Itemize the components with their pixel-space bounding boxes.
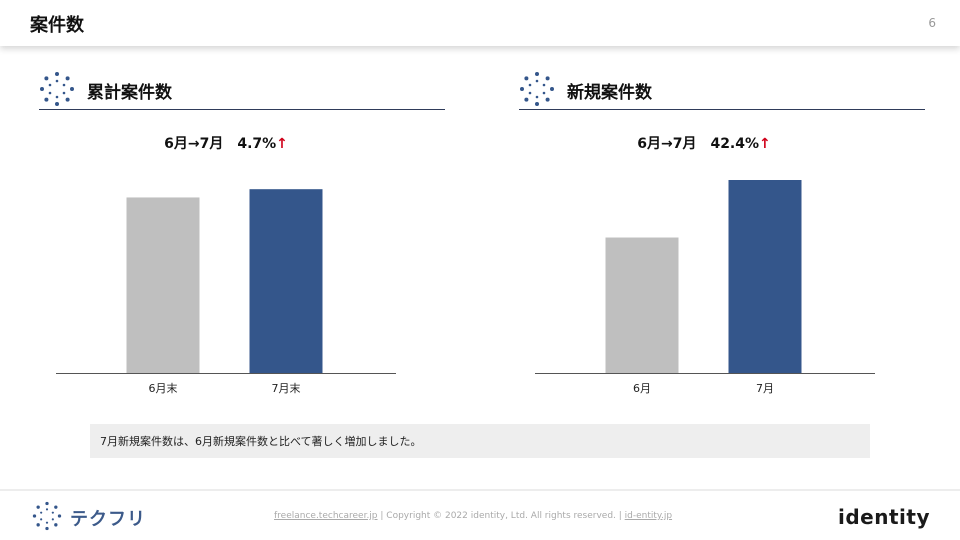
- identity-logo: identity: [838, 505, 930, 529]
- right-category-label-0: 6月: [633, 382, 651, 395]
- up-arrow-icon: ↑: [276, 136, 288, 152]
- left-section-header: 累計案件数: [39, 69, 445, 110]
- footer-link-identity[interactable]: id-entity.jp: [624, 511, 673, 521]
- cumulative-cases-chart: 6月末 7月末: [56, 189, 396, 395]
- left-category-label-0: 6月末: [149, 381, 178, 395]
- right-chart-subtitle: 6月→7月 42.4%↑: [637, 133, 771, 153]
- right-category-label-1: 7月: [756, 382, 774, 395]
- dots-circle-icon: [40, 72, 74, 106]
- dots-circle-icon: [520, 72, 554, 106]
- note-text: 7月新規案件数は、6月新規案件数と比べて著しく増加しました。: [100, 435, 422, 448]
- right-subtitle-text: 6月→7月 42.4%: [637, 136, 760, 152]
- footer-copyright-text: | Copyright © 2022 identity, Ltd. All ri…: [377, 511, 625, 521]
- left-category-label-1: 7月末: [272, 381, 301, 395]
- left-chart-subtitle: 6月→7月 4.7%↑: [164, 133, 288, 153]
- left-bar-1: [249, 189, 323, 373]
- left-bar-0: [126, 197, 200, 373]
- right-section-title: 新規案件数: [567, 83, 652, 103]
- note-box: 7月新規案件数は、6月新規案件数と比べて著しく増加しました。: [90, 424, 870, 458]
- right-bar-1: [728, 180, 802, 373]
- new-cases-chart: 6月 7月: [535, 180, 875, 395]
- page-number: 6: [928, 16, 936, 30]
- dots-circle-icon: [32, 501, 62, 531]
- footer-brand: テクフリ: [32, 501, 152, 531]
- footer-divider: [0, 489, 960, 491]
- brand-name: テクフリ: [70, 509, 146, 530]
- footer-link-techcareer[interactable]: freelance.techcareer.jp: [274, 511, 378, 521]
- page-title: 案件数: [30, 15, 84, 36]
- right-bar-0: [605, 237, 679, 373]
- left-subtitle-text: 6月→7月 4.7%: [164, 136, 277, 152]
- right-section-header: 新規案件数: [519, 69, 925, 110]
- up-arrow-icon: ↑: [759, 136, 771, 152]
- top-bar: 案件数 6: [0, 0, 960, 46]
- left-section-title: 累計案件数: [87, 83, 172, 103]
- footer-copyright: freelance.techcareer.jp | Copyright © 20…: [274, 511, 672, 521]
